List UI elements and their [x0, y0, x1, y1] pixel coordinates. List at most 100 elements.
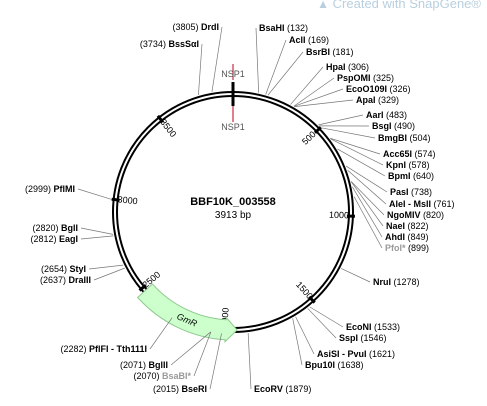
- enzyme-name: PasI: [390, 187, 409, 197]
- enzyme-leader-ngomiv: [350, 181, 385, 216]
- tick-label-2000: 2000: [219, 307, 230, 328]
- enzyme-leader-apai: [294, 99, 354, 107]
- enzyme-name: BseRI: [181, 384, 207, 394]
- enzyme-leader-bmgbi: [321, 127, 376, 139]
- enzyme-name: BmgBI: [378, 133, 407, 143]
- enzyme-leader-pasi: [345, 165, 388, 193]
- enzyme-position: (169): [308, 35, 329, 45]
- enzyme-label-bseri[interactable]: (2015) BseRI: [153, 384, 207, 394]
- enzyme-name: AclI: [289, 35, 306, 45]
- tick-label-3500: 3500: [158, 117, 178, 139]
- enzyme-position: (2071): [120, 360, 146, 370]
- enzyme-label-bpu10i[interactable]: Bpu10I (1638): [305, 360, 364, 370]
- enzyme-leader-eco0109i: [293, 88, 344, 107]
- enzyme-leader-alei: [347, 170, 387, 205]
- enzyme-label-pasi[interactable]: PasI (738): [390, 187, 432, 197]
- enzyme-leader-pflfi: [149, 317, 173, 350]
- enzyme-label-draiii[interactable]: (2637) DraIII: [40, 275, 91, 285]
- enzyme-name: HpaI: [326, 62, 346, 72]
- enzyme-label-alei[interactable]: AleI - MslI (761): [389, 199, 455, 209]
- enzyme-label-bsahi[interactable]: BsaHI (132): [259, 23, 308, 33]
- enzyme-label-bsabi[interactable]: (2070) BsaBI*: [133, 371, 191, 381]
- enzyme-label-bpmi[interactable]: BpmI (640): [388, 171, 434, 181]
- enzyme-name: EcoNI: [346, 322, 372, 332]
- enzyme-position: (822): [408, 221, 429, 231]
- enzyme-position: (849): [408, 232, 429, 242]
- enzyme-label-bsssai[interactable]: (3734) BssSαI: [140, 39, 199, 49]
- enzyme-name: PspOMI: [337, 73, 371, 83]
- enzyme-position: (3734): [140, 39, 166, 49]
- enzyme-leader-bpu10i: [292, 318, 303, 366]
- enzyme-label-apai[interactable]: ApaI (329): [356, 95, 399, 105]
- enzyme-label-ngomiv[interactable]: NgoMIV (820): [387, 210, 444, 220]
- enzyme-label-ecoNi[interactable]: EcoNI (1533): [346, 322, 400, 332]
- enzyme-label-eagi[interactable]: (2812) EagI: [30, 234, 78, 244]
- tick-label-3000: 3000: [117, 194, 138, 206]
- enzyme-leader-pflmi: [77, 188, 112, 200]
- watermark-text: Created with SnapGene®: [332, 0, 481, 11]
- enzyme-label-acc65i[interactable]: Acc65I (574): [383, 149, 436, 159]
- site-label-nsp1[interactable]: NSP1: [221, 69, 245, 79]
- enzyme-position: (2637): [40, 275, 66, 285]
- enzyme-label-bmgbi[interactable]: BmgBI (504): [378, 133, 431, 143]
- enzyme-name: BsrBI: [306, 47, 330, 57]
- enzyme-label-ahdi[interactable]: AhdI (849): [385, 232, 429, 242]
- tick-mark-3500: [156, 114, 165, 124]
- enzyme-name: AsiSI - PvuI: [317, 349, 367, 359]
- enzyme-leader-kpni: [330, 138, 384, 166]
- enzyme-position: (820): [423, 210, 444, 220]
- enzyme-label-pflfi[interactable]: (2282) PflFI - Tth111I: [60, 344, 147, 354]
- enzyme-leader-bgli: [80, 227, 114, 235]
- enzyme-position: (899): [408, 243, 429, 253]
- enzyme-label-bsgi[interactable]: BsgI (490): [372, 121, 415, 131]
- enzyme-name: NruI: [373, 277, 391, 287]
- tick-mark-500: [313, 126, 322, 134]
- enzyme-name: ApaI: [356, 95, 376, 105]
- enzyme-label-drdI[interactable]: (3805) DrdI: [172, 22, 219, 32]
- enzyme-name: BglII: [149, 360, 169, 370]
- feature-arrow-GmR[interactable]: [136, 283, 238, 344]
- enzyme-position: (578): [409, 160, 430, 170]
- enzyme-label-bglii[interactable]: (2071) BglII: [120, 360, 168, 370]
- enzyme-label-asisi[interactable]: AsiSI - PvuI (1621): [317, 349, 395, 359]
- sites: NSP1 NSP1: [221, 64, 245, 132]
- features: GmR: [136, 283, 238, 344]
- enzyme-label-styi[interactable]: (2654) StyI: [41, 264, 86, 274]
- enzyme-label-bgli[interactable]: (2820) BglI: [32, 223, 78, 233]
- enzyme-leader-pfoi: [353, 196, 383, 249]
- enzyme-label-acli[interactable]: AclI (169): [289, 35, 329, 45]
- enzyme-label-sspi[interactable]: SspI (1546): [339, 333, 387, 343]
- enzyme-label-pfoi[interactable]: PfoI* (899): [385, 243, 429, 253]
- enzyme-name: AleI - MslI: [389, 199, 431, 209]
- enzyme-label-aari[interactable]: AarI (483): [366, 110, 407, 120]
- enzyme-leader-drdI: [211, 26, 223, 92]
- enzyme-label-ecorv[interactable]: EcoRV (1879): [254, 384, 311, 394]
- enzyme-label-psppomi[interactable]: PspOMI (325): [337, 73, 394, 83]
- enzyme-position: (2812): [30, 234, 56, 244]
- enzyme-leader-psppomi: [293, 77, 335, 107]
- enzyme-position: (1546): [361, 333, 387, 343]
- enzyme-name: PflMI: [54, 184, 76, 194]
- site-label-nsp1[interactable]: NSP1: [221, 122, 245, 132]
- enzyme-position: (3805): [172, 22, 198, 32]
- enzyme-leader-bglii: [170, 331, 211, 366]
- plasmid-name: BBF10K_003558: [190, 196, 276, 208]
- enzyme-label-naei[interactable]: NaeI (822): [386, 221, 429, 231]
- enzyme-name: BsgI: [372, 121, 392, 131]
- enzyme-label-hpai[interactable]: HpaI (306): [326, 62, 369, 72]
- enzyme-leader-aari: [318, 114, 364, 126]
- enzyme-label-bsrbi[interactable]: BsrBI (181): [306, 47, 354, 57]
- enzyme-leader-bpmi: [337, 148, 386, 177]
- enzyme-label-nrui[interactable]: NruI (1278): [373, 277, 420, 287]
- enzyme-label-eco0109i[interactable]: EcoO109I (326): [346, 84, 411, 94]
- enzyme-label-pflmi[interactable]: (2999) PflMI: [25, 184, 75, 194]
- enzyme-name: EagI: [59, 234, 78, 244]
- tick-mark-3000: [111, 197, 120, 202]
- enzyme-label-kpni[interactable]: KpnI (578): [386, 160, 430, 170]
- enzyme-name: AhdI: [385, 232, 405, 242]
- enzyme-leader-eagi: [80, 235, 114, 240]
- enzyme-position: (326): [390, 84, 411, 94]
- enzyme-name: StyI: [69, 264, 86, 274]
- enzyme-position: (2282): [60, 344, 86, 354]
